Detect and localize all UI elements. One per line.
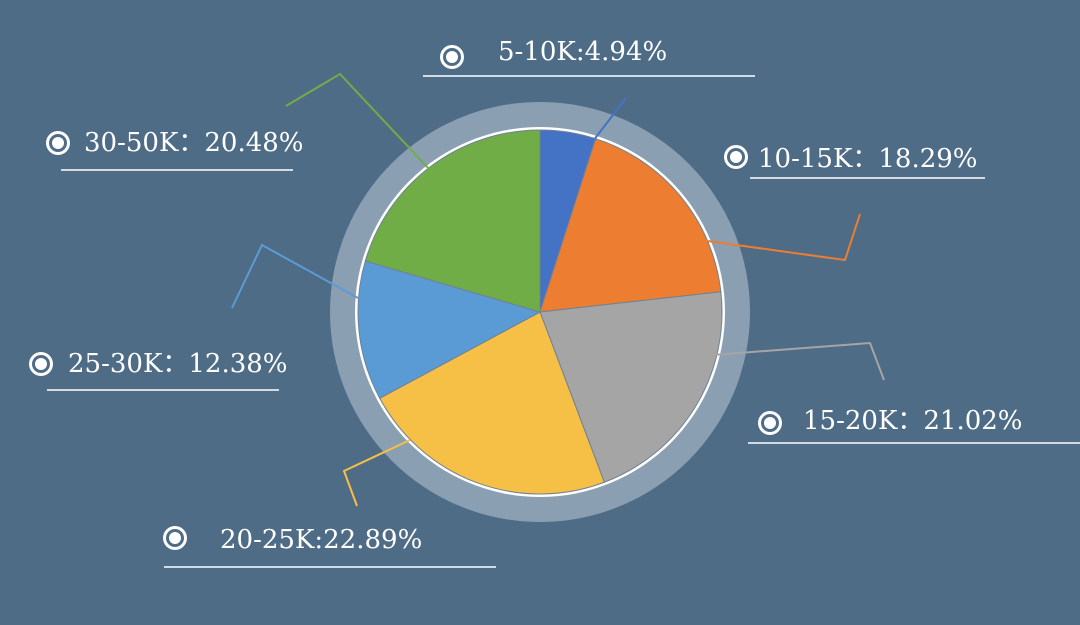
leader-line-1 xyxy=(589,97,627,146)
bullet-target-icon xyxy=(724,145,748,169)
pie-slice-3 xyxy=(539,291,723,483)
leader-line-6 xyxy=(285,72,431,171)
leader-line-5 xyxy=(231,243,359,309)
pie-slice-4 xyxy=(379,311,605,495)
bullet-target-icon xyxy=(163,526,187,550)
leader-lines xyxy=(231,72,885,507)
pie-slice-2 xyxy=(539,138,722,313)
leader-line-3 xyxy=(711,341,885,381)
pie-slices xyxy=(357,129,723,495)
bullet-target-icon xyxy=(758,411,782,435)
bullet-target-icon xyxy=(440,45,464,69)
pie-slice-5 xyxy=(357,260,542,399)
slice-labels: 5-10K:4.94% 10-15K：18.29% 15-20K：21.02% 20-… xyxy=(29,37,1080,568)
slice-label-3: 15-20K：21.02% xyxy=(803,406,1023,436)
slice-label-4: 20-25K:22.89% xyxy=(220,525,422,555)
slice-label-6: 30-50K：20.48% xyxy=(84,128,304,158)
leader-line-2 xyxy=(699,213,861,262)
slice-label-1: 5-10K:4.94% xyxy=(498,37,667,67)
pie-slice-6 xyxy=(364,129,541,313)
slice-label-2: 10-15K：18.29% xyxy=(758,144,978,174)
bullet-target-icon xyxy=(29,352,53,376)
bullet-target-icon xyxy=(46,131,70,155)
leader-line-4 xyxy=(342,439,411,507)
slice-label-5: 25-30K：12.38% xyxy=(68,349,288,379)
